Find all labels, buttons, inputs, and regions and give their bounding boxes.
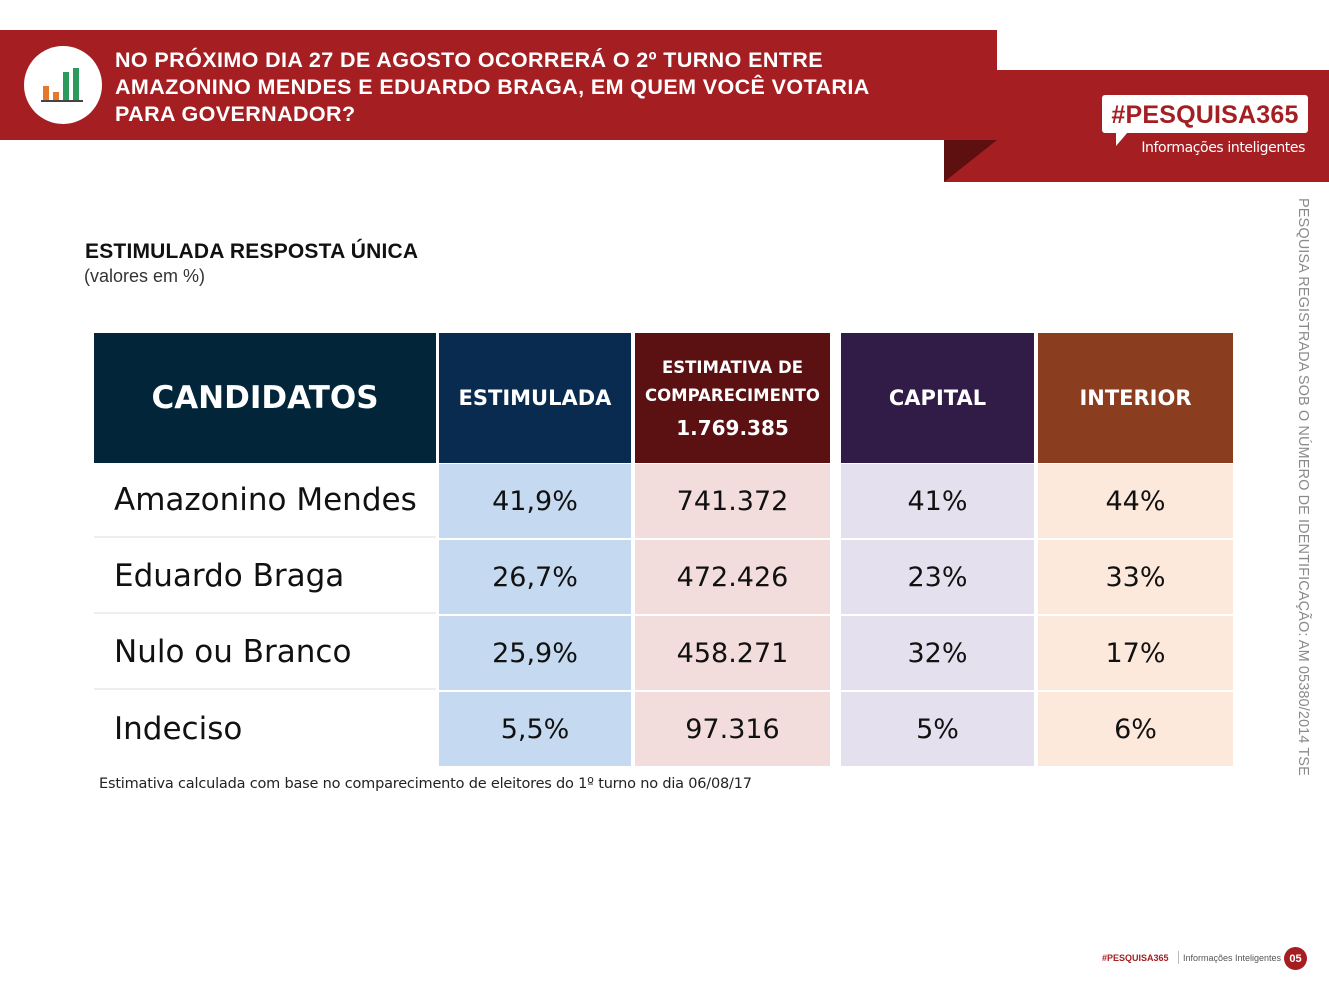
row-turnout: 741.372 — [635, 464, 830, 538]
header-candidates: CANDIDATOS — [94, 333, 436, 463]
row-stimulated: 26,7% — [439, 540, 631, 614]
header-interior: INTERIOR — [1038, 333, 1233, 463]
table-row: Nulo ou Branco 25,9% 458.271 32% 17% — [94, 616, 1233, 690]
header-turnout-line1: ESTIMATIVA DE — [662, 358, 803, 377]
row-interior: 33% — [1038, 540, 1233, 614]
row-interior: 17% — [1038, 616, 1233, 690]
row-candidate-name: Amazonino Mendes — [94, 464, 436, 538]
row-capital: 23% — [841, 540, 1034, 614]
page-number: 05 — [1284, 947, 1307, 970]
row-candidate-name: Eduardo Braga — [94, 540, 436, 614]
survey-question: NO PRÓXIMO DIA 27 DE AGOSTO OCORRERÁ O 2… — [115, 48, 869, 126]
row-candidate-name: Nulo ou Branco — [94, 616, 436, 690]
registration-note: PESQUISA REGISTRADA SOB O NÚMERO DE IDEN… — [1295, 198, 1311, 776]
row-stimulated: 25,9% — [439, 616, 631, 690]
footnote: Estimativa calculada com base no compare… — [99, 776, 752, 792]
footer-divider — [1178, 951, 1179, 964]
header-turnout: ESTIMATIVA DE COMPARECIMENTO 1.769.385 — [635, 333, 830, 463]
section-subtitle: (valores em %) — [84, 266, 206, 286]
logo — [24, 46, 102, 124]
row-capital: 41% — [841, 464, 1034, 538]
row-candidate-name: Indeciso — [114, 711, 243, 747]
table-row: Eduardo Braga 26,7% 472.426 23% 33% — [94, 540, 1233, 614]
header-band — [0, 30, 997, 140]
table-row: Indeciso 5,5% 97.316 5% 6% — [94, 692, 1233, 766]
row-interior: 44% — [1038, 464, 1233, 538]
header-fold — [944, 140, 997, 182]
bar-chart-icon — [41, 68, 83, 102]
row-stimulated: 5,5% — [439, 692, 631, 766]
header-stimulated: ESTIMULADA — [439, 333, 631, 463]
row-stimulated: 41,9% — [439, 464, 631, 538]
row-turnout: 97.316 — [635, 692, 830, 766]
brand-tagline: Informações inteligentes — [1141, 140, 1305, 156]
brand-logo: #PESQUISA365 — [1102, 95, 1308, 133]
section-title: ESTIMULADA RESPOSTA ÚNICA — [85, 240, 419, 263]
footer-tagline: Informações Inteligentes — [1183, 953, 1282, 963]
table-row: Amazonino Mendes 41,9% 741.372 41% 44% — [94, 464, 1233, 538]
row-capital: 32% — [841, 616, 1034, 690]
header-turnout-total: 1.769.385 — [676, 416, 789, 440]
row-interior: 6% — [1038, 692, 1233, 766]
row-turnout: 472.426 — [635, 540, 830, 614]
brand-speech-tail — [1116, 132, 1128, 146]
row-capital: 5% — [841, 692, 1034, 766]
header-capital: CAPITAL — [841, 333, 1034, 463]
header-turnout-line2: COMPARECIMENTO — [645, 386, 820, 405]
row-turnout: 458.271 — [635, 616, 830, 690]
footer-brand: #PESQUISA365 — [1102, 953, 1169, 963]
